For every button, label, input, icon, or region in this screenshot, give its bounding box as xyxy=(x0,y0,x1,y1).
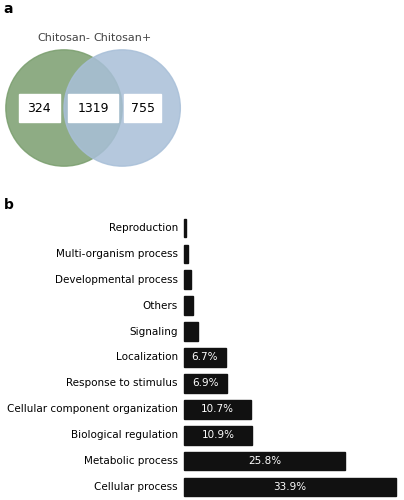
Text: Response to stimulus: Response to stimulus xyxy=(66,378,178,388)
Text: Metabolic process: Metabolic process xyxy=(84,456,178,466)
FancyBboxPatch shape xyxy=(19,94,60,122)
Bar xyxy=(184,478,396,496)
Text: 25.8%: 25.8% xyxy=(248,456,281,466)
Bar xyxy=(184,218,186,238)
Bar xyxy=(184,426,252,444)
Bar xyxy=(184,270,191,289)
Text: Localization: Localization xyxy=(116,352,178,362)
Text: Developmental process: Developmental process xyxy=(55,275,178,285)
Text: b: b xyxy=(4,198,14,212)
FancyBboxPatch shape xyxy=(68,94,118,122)
Text: Signaling: Signaling xyxy=(129,326,178,336)
Text: 324: 324 xyxy=(27,102,51,114)
Text: 6.7%: 6.7% xyxy=(191,352,218,362)
Text: Multi-organism process: Multi-organism process xyxy=(56,249,178,259)
Bar xyxy=(184,400,251,418)
FancyBboxPatch shape xyxy=(124,94,162,122)
Text: 10.9%: 10.9% xyxy=(202,430,234,440)
Bar xyxy=(184,348,226,367)
Text: 10.7%: 10.7% xyxy=(201,404,234,414)
Bar xyxy=(184,374,227,392)
Text: Chitosan-: Chitosan- xyxy=(38,33,90,43)
Text: 755: 755 xyxy=(130,102,155,114)
Ellipse shape xyxy=(6,50,122,166)
Text: Chitosan+: Chitosan+ xyxy=(93,33,151,43)
Text: a: a xyxy=(3,2,13,16)
Text: Cellular component organization: Cellular component organization xyxy=(7,404,178,414)
Ellipse shape xyxy=(64,50,180,166)
Text: Others: Others xyxy=(143,300,178,310)
Bar xyxy=(184,296,193,315)
Text: Reproduction: Reproduction xyxy=(109,223,178,233)
Text: Cellular process: Cellular process xyxy=(94,482,178,492)
Text: 33.9%: 33.9% xyxy=(274,482,306,492)
Bar xyxy=(184,322,198,341)
Bar xyxy=(184,452,345,470)
Text: Biological regulation: Biological regulation xyxy=(71,430,178,440)
Bar xyxy=(184,244,188,263)
Text: 6.9%: 6.9% xyxy=(192,378,219,388)
Text: 1319: 1319 xyxy=(77,102,109,114)
